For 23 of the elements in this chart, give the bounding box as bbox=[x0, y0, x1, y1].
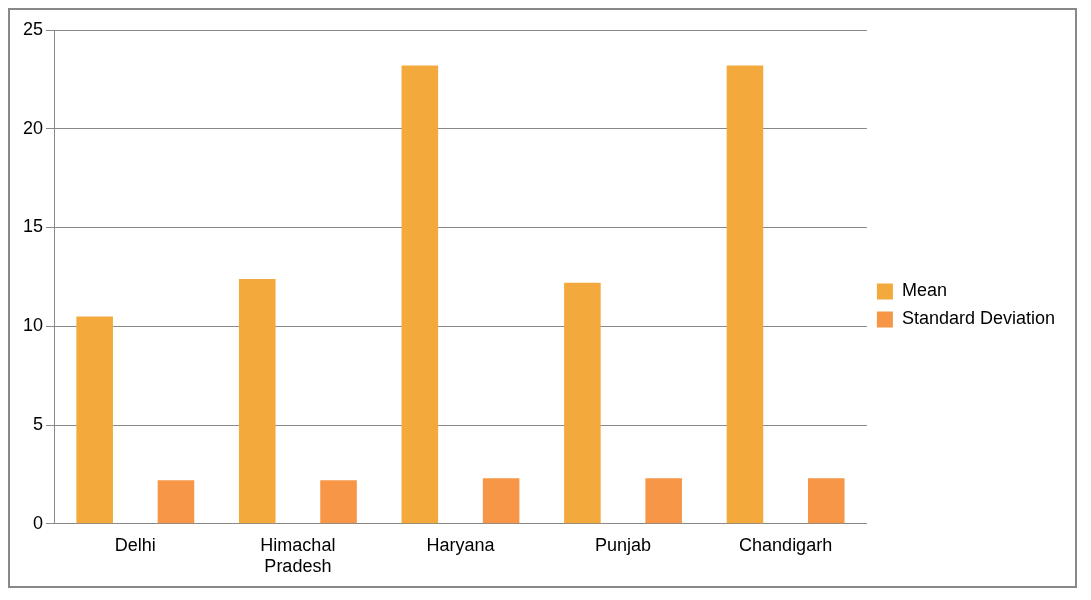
bar bbox=[807, 478, 845, 524]
y-tick-label: 5 bbox=[33, 414, 44, 435]
bar bbox=[76, 316, 113, 524]
legend-label: Standard Deviation bbox=[901, 308, 1056, 329]
x-tick-label: Haryana bbox=[426, 534, 496, 555]
y-tick-label: 25 bbox=[22, 18, 44, 39]
bar bbox=[157, 480, 195, 524]
bar bbox=[482, 478, 520, 524]
x-tick-label: Delhi bbox=[114, 534, 156, 555]
y-tick-label: 10 bbox=[22, 315, 44, 336]
bar bbox=[726, 65, 764, 524]
y-tick-label: 0 bbox=[33, 512, 44, 533]
bar bbox=[320, 480, 357, 524]
bar bbox=[564, 282, 601, 524]
bar bbox=[645, 478, 682, 524]
x-tick-label: Himachal Pradesh bbox=[260, 534, 336, 577]
x-tick-label: Punjab bbox=[595, 534, 652, 555]
y-tick-label: 20 bbox=[22, 117, 44, 138]
x-tick-label: Chandigarh bbox=[739, 534, 833, 555]
bar bbox=[238, 278, 276, 524]
legend-label: Mean bbox=[901, 280, 947, 301]
y-tick-label: 15 bbox=[22, 216, 44, 237]
bar bbox=[401, 65, 439, 524]
